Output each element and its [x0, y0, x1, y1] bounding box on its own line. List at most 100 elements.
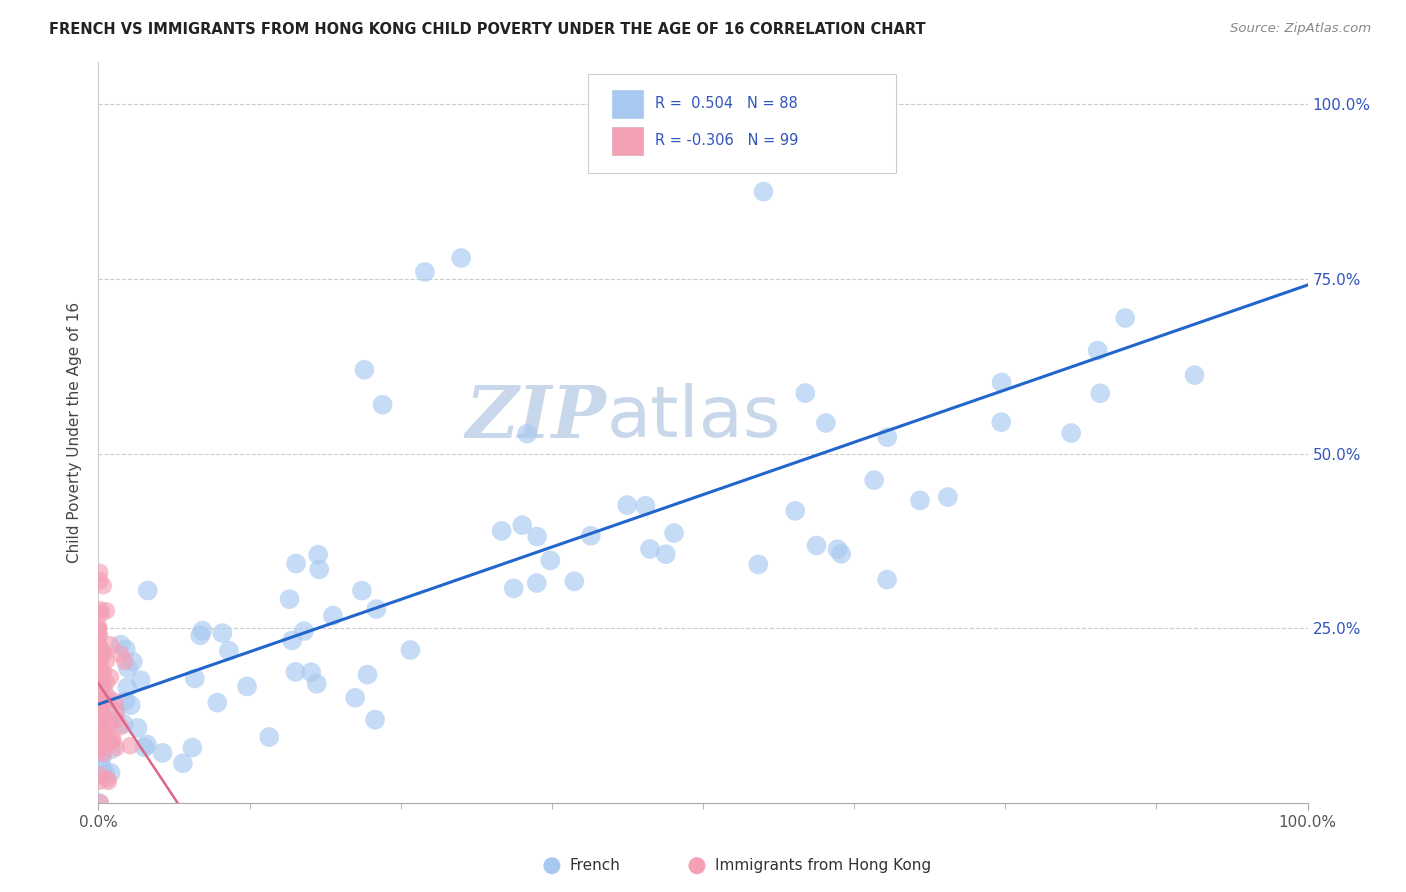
Point	[686, 855, 709, 870]
Point	[752, 185, 775, 199]
Point	[413, 265, 436, 279]
Point	[93, 647, 115, 661]
Point	[87, 664, 110, 678]
Point	[638, 541, 661, 556]
Point	[89, 687, 111, 701]
Point	[89, 658, 111, 673]
Point	[827, 542, 849, 557]
Point	[117, 661, 139, 675]
Point	[450, 251, 472, 265]
Point	[87, 660, 110, 674]
Point	[191, 624, 214, 638]
Point	[526, 576, 548, 591]
Point	[114, 642, 136, 657]
Point	[876, 573, 898, 587]
Point	[87, 680, 110, 694]
Point	[308, 562, 330, 576]
Point	[1184, 368, 1206, 383]
Point	[89, 768, 111, 782]
Point	[120, 698, 142, 712]
Point	[93, 665, 115, 680]
Point	[876, 430, 898, 444]
Point	[87, 723, 110, 737]
Point	[562, 574, 585, 589]
Point	[97, 718, 120, 732]
Point	[100, 742, 122, 756]
Point	[105, 740, 128, 755]
Point	[105, 713, 128, 727]
Point	[87, 638, 110, 652]
Point	[181, 740, 204, 755]
Point	[110, 720, 132, 734]
Bar	[613, 127, 643, 155]
Point	[90, 689, 112, 703]
Point	[91, 645, 114, 659]
Point	[87, 679, 110, 693]
Point	[96, 772, 118, 786]
Point	[89, 717, 111, 731]
Point	[93, 747, 115, 761]
Point	[1114, 310, 1136, 325]
Point	[89, 640, 111, 655]
Point	[281, 633, 304, 648]
Point	[371, 398, 394, 412]
Point	[87, 624, 110, 638]
Point	[96, 654, 118, 668]
Point	[211, 626, 233, 640]
Point	[114, 655, 136, 669]
Text: FRENCH VS IMMIGRANTS FROM HONG KONG CHILD POVERTY UNDER THE AGE OF 16 CORRELATIO: FRENCH VS IMMIGRANTS FROM HONG KONG CHIL…	[49, 22, 925, 37]
Point	[305, 677, 328, 691]
Point	[100, 736, 122, 750]
Point	[89, 725, 111, 739]
Point	[936, 490, 959, 504]
Point	[90, 722, 112, 736]
Bar	[613, 90, 643, 118]
Point	[257, 730, 280, 744]
Point	[87, 647, 110, 661]
Point	[1090, 386, 1112, 401]
Point	[91, 684, 114, 698]
Point	[89, 566, 111, 580]
Text: atlas: atlas	[606, 384, 780, 452]
Point	[91, 708, 114, 723]
Text: ZIP: ZIP	[465, 383, 606, 453]
Point	[188, 628, 211, 642]
Point	[87, 731, 110, 746]
Point	[90, 665, 112, 679]
Point	[322, 608, 344, 623]
Text: Immigrants from Hong Kong: Immigrants from Hong Kong	[716, 858, 931, 873]
Point	[90, 671, 112, 685]
Point	[152, 746, 174, 760]
Point	[89, 674, 111, 689]
Point	[87, 716, 110, 731]
Point	[87, 743, 110, 757]
Point	[814, 416, 837, 430]
Point	[356, 667, 378, 681]
Point	[236, 680, 259, 694]
Point	[87, 628, 110, 642]
Point	[112, 717, 135, 731]
Point	[135, 738, 157, 752]
Point	[292, 624, 315, 638]
Point	[87, 644, 110, 658]
Point	[540, 855, 562, 870]
Point	[89, 678, 111, 692]
Point	[91, 713, 114, 727]
Point	[785, 504, 807, 518]
Point	[89, 682, 111, 697]
Point	[100, 638, 122, 652]
Point	[89, 574, 111, 588]
Point	[100, 670, 122, 684]
Point	[908, 493, 931, 508]
Point	[90, 645, 112, 659]
Point	[87, 620, 110, 634]
Point	[104, 706, 127, 720]
Point	[87, 714, 110, 729]
Point	[90, 691, 112, 706]
Point	[97, 774, 120, 789]
Point	[87, 663, 110, 677]
Point	[1060, 425, 1083, 440]
Point	[87, 651, 110, 665]
Point	[87, 708, 110, 723]
Point	[114, 694, 136, 708]
